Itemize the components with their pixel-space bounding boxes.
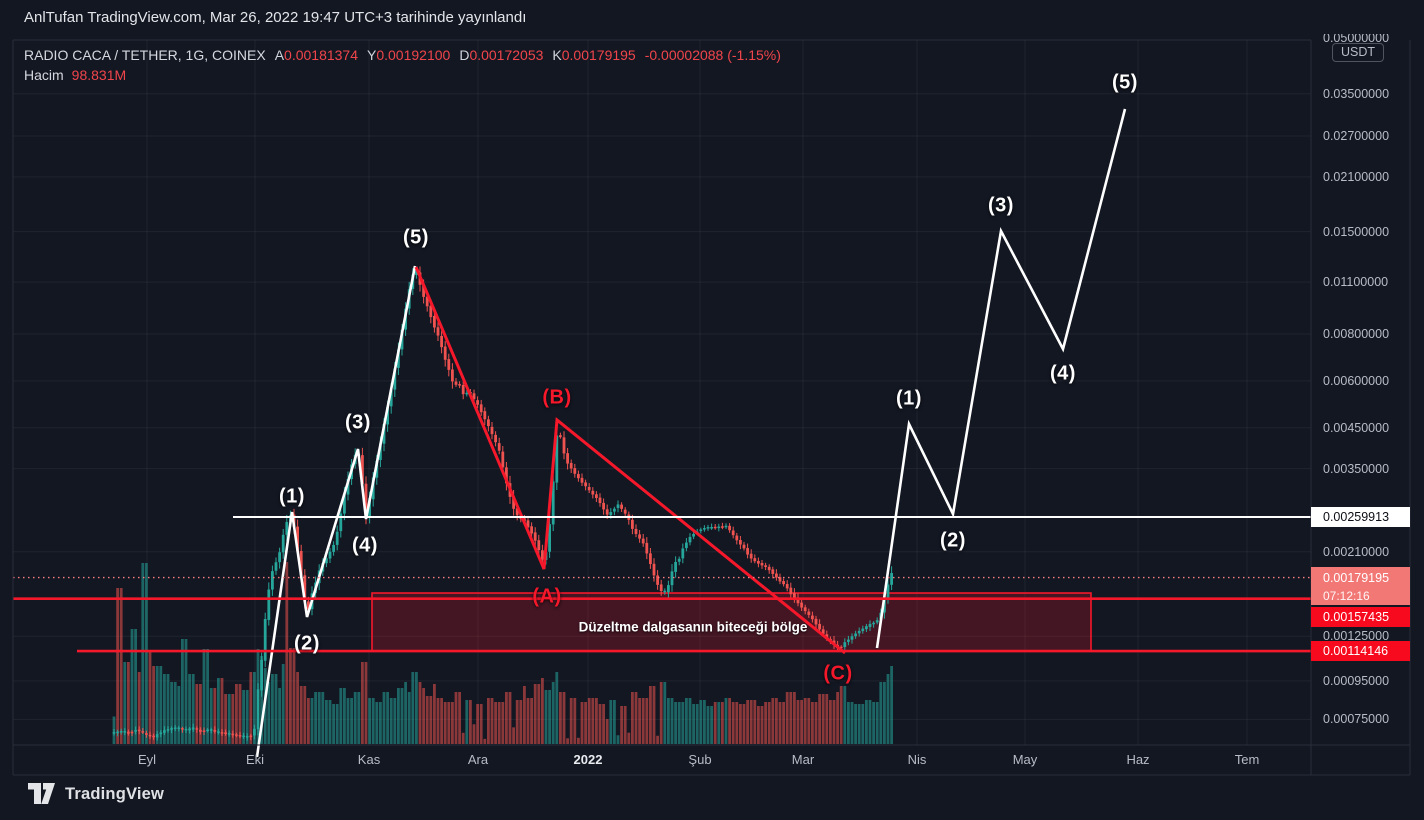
volume-label: Hacim [24,67,64,83]
ohlc-key: K [552,47,562,63]
correction-zone-label: Düzeltme dalgasanın biteceği bölge [578,619,808,635]
wave-label-C: (C) [823,662,853,685]
projection-1-5-line [875,108,1127,649]
wave-label-5: (5) [403,226,429,249]
ohlc-value: 0.00172053 [469,47,544,63]
price-label-0.00114146: 0.00114146 [1311,641,1410,661]
price-tick-label: 0.00095000 [1323,673,1390,688]
ohlc-key: D [459,47,470,63]
time-axis-label-Eki: Eki [245,752,265,767]
ohlc-value: 0.00192100 [376,47,451,63]
time-axis-label-Kas: Kas [357,752,381,767]
ohlc-key: Y [367,47,377,63]
time-axis-label-Haz: Haz [1126,752,1150,767]
correction-abc-line [414,266,846,655]
wave-label-3: (3) [345,411,371,434]
price-label-0.00179195: 0.00179195 07:12:16 [1311,567,1410,605]
symbol-title: RADIO CACA / TETHER, 1G, COINEX [24,47,266,63]
wave-label-A: (A) [532,585,562,608]
tradingview-logo-icon [28,783,55,804]
price-tick-label: 0.00125000 [1323,629,1390,644]
impulse-1-5-line [255,265,417,758]
price-tick-label: 0.03500000 [1323,86,1390,101]
price-change: -0.00002088 (-1.15%) [644,47,781,63]
grid [13,40,1311,745]
wave-label-2: (2) [294,632,320,655]
price-tick-label: 0.00800000 [1323,327,1390,342]
time-axis-label-2022: 2022 [573,752,603,767]
ohlc-values: A 0.00181374 Y 0.00192100 D 0.00172053 K 0.0017… [266,47,636,63]
price-label-0.00157435: 0.00157435 [1311,607,1410,627]
price-tick-label: 0.00350000 [1323,461,1390,476]
time-axis-label-Eyl: Eyl [137,752,157,767]
legend-row-volume: Hacim 98.831M [24,65,781,85]
price-tick-label: 0.02100000 [1323,169,1390,184]
time-axis[interactable]: Eyl Eki Kas Ara 2022 Şub Mar Nis May Haz Tem [0,745,1410,775]
attribution-text: AnlTufan TradingView.com, Mar 26, 2022 1… [24,8,527,26]
candlestick-series [112,266,893,741]
price-tick-label: 0.00210000 [1323,544,1390,559]
time-axis-label-Tem: Tem [1234,752,1260,767]
price-tick-label: 0.00450000 [1323,420,1390,435]
wave-label-4: (4) [1050,362,1076,385]
ohlc-key: A [274,47,285,63]
price-tick-label: 0.00075000 [1323,712,1390,727]
wave-label-1: (1) [279,485,305,508]
countdown-timer: 07:12:16 [1323,589,1370,603]
legend-row-main: RADIO CACA / TETHER, 1G, COINEX A 0.00181… [24,45,781,65]
volume-series [112,562,893,744]
tradingview-logo[interactable]: TradingView [28,783,164,805]
time-axis-label-May: May [1012,752,1038,767]
symbol-legend[interactable]: RADIO CACA / TETHER, 1G, COINEX A 0.00181… [24,45,781,85]
ohlc-value: 0.00181374 [284,47,358,63]
price-tick-label: 0.05000000 [1323,31,1390,45]
wave-label-5: (5) [1112,71,1138,94]
wave-label-2: (2) [940,529,966,552]
volume-value: 98.831M [71,67,127,83]
time-axis-label-Ara: Ara [467,752,489,767]
price-tick-label: 0.01500000 [1323,224,1390,239]
ohlc-value: 0.00179195 [561,47,636,63]
time-axis-label-Mar: Mar [791,752,815,767]
time-axis-label-Nis: Nis [907,752,927,767]
currency-badge[interactable]: USDT [1332,43,1385,62]
wave-label-B: (B) [542,386,572,409]
price-axis[interactable]: USDT 0.05000000 0.03500000 0.02700000 0.021… [1311,0,1424,775]
price-tick-label: 0.00600000 [1323,373,1390,388]
wave-label-1: (1) [896,387,922,410]
wave-label-4: (4) [352,534,378,557]
time-axis-label-Şub: Şub [688,752,712,767]
correction-zone-box [371,592,1092,652]
price-label-0.00259913: 0.00259913 [1311,507,1410,527]
price-tick-label: 0.02700000 [1323,128,1390,143]
wave-label-3: (3) [988,194,1014,217]
attribution-bar: AnlTufan TradingView.com, Mar 26, 2022 1… [0,0,1424,34]
price-tick-label: 0.01100000 [1323,275,1389,290]
tradingview-logo-text: TradingView [65,784,165,803]
